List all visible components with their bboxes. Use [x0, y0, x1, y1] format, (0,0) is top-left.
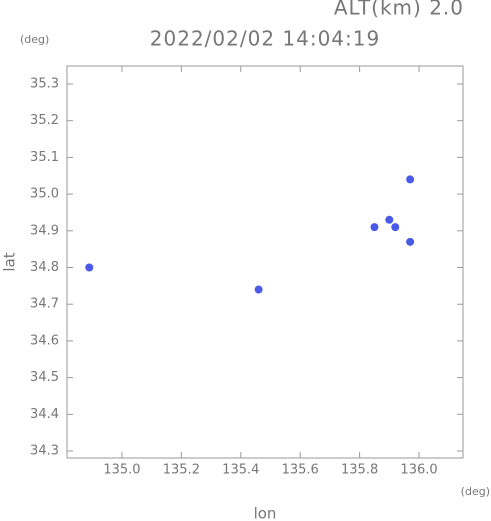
y-tick-label: 35.0	[30, 187, 59, 202]
y-tick-label: 35.2	[30, 113, 59, 128]
y-unit: (deg)	[20, 33, 49, 46]
y-tick-label: 34.5	[30, 370, 59, 385]
y-tick-label: 35.1	[30, 150, 59, 165]
x-tick-label: 135.8	[341, 463, 378, 478]
y-tick-label: 34.9	[30, 223, 59, 238]
y-tick-label: 34.7	[30, 297, 59, 312]
y-axis-label: lat	[1, 252, 19, 271]
x-tick-label: 135.0	[103, 463, 140, 478]
echo-point	[391, 223, 400, 232]
echo-point	[385, 215, 394, 224]
chart-title: 2022/02/02 14:04:19	[150, 27, 380, 51]
x-axis-label: lon	[254, 505, 277, 521]
y-tick-label: 34.3	[30, 444, 59, 459]
echo-point	[85, 263, 94, 272]
y-tick-label: 34.6	[30, 333, 59, 348]
echo-point	[370, 223, 379, 232]
echo-point	[254, 285, 263, 294]
x-tick-label: 135.4	[222, 463, 259, 478]
chart-subtitle: ALT(km) 2.0	[334, 0, 464, 20]
x-tick-label: 135.6	[282, 463, 319, 478]
plot-frame	[66, 65, 464, 459]
y-tick-label: 34.4	[30, 407, 59, 422]
echo-point	[406, 175, 415, 184]
y-tick-label: 34.8	[30, 260, 59, 275]
echo-point	[406, 237, 415, 246]
x-tick-label: 135.2	[163, 463, 200, 478]
x-unit: (deg)	[461, 485, 490, 498]
y-tick-label: 35.3	[30, 76, 59, 91]
x-tick-label: 136.0	[400, 463, 437, 478]
